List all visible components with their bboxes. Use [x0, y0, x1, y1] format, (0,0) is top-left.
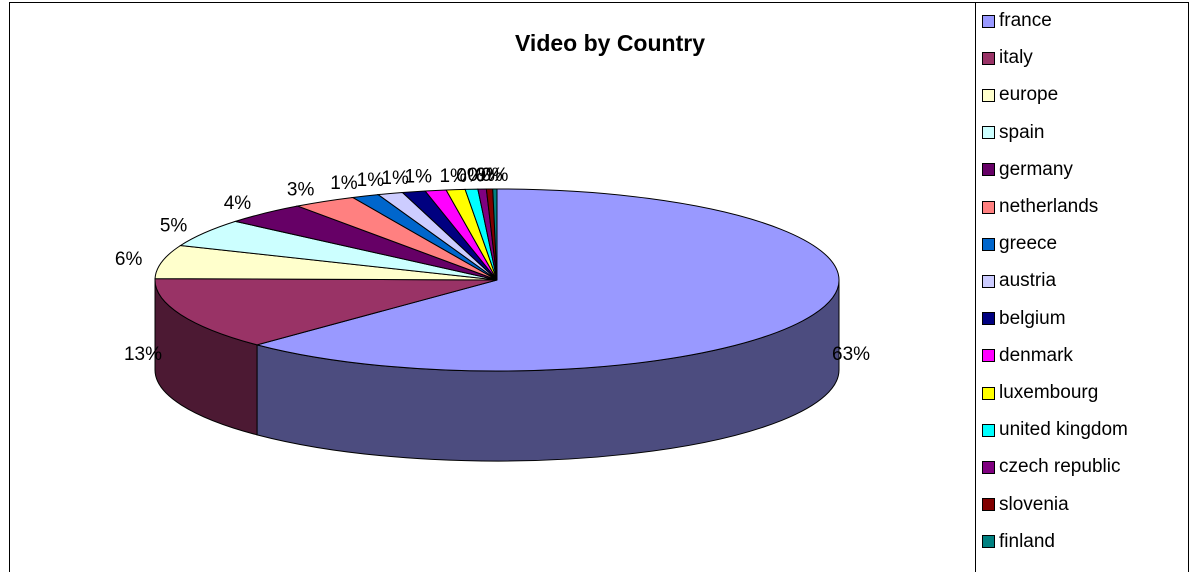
legend-label: germany [999, 158, 1073, 180]
legend-swatch [982, 126, 995, 140]
legend-label: europe [999, 84, 1059, 106]
legend-label: austria [999, 270, 1057, 292]
legend-item-greece: greece [982, 232, 1057, 256]
legend-item-czech-republic: czech republic [982, 455, 1120, 479]
pct-label-belgium: 1% [381, 168, 409, 189]
legend-item-denmark: denmark [982, 344, 1073, 368]
legend-item-spain: spain [982, 121, 1044, 145]
pie-slice-finland [492, 188, 498, 281]
pct-label-czech-republic: 0% [467, 165, 495, 186]
legend-swatch [982, 14, 995, 28]
legend-item-netherlands: netherlands [982, 195, 1098, 219]
legend-label: belgium [999, 307, 1066, 329]
legend-label: greece [999, 233, 1058, 255]
legend-label: slovenia [999, 493, 1069, 515]
legend-swatch [982, 51, 995, 65]
pct-label-germany: 4% [224, 193, 252, 214]
legend-item-slovenia: slovenia [982, 493, 1069, 517]
pct-label-italy: 13% [124, 344, 162, 365]
pct-label-slovenia: 0% [475, 165, 503, 186]
legend-item-europe: europe [982, 83, 1058, 107]
legend-label: france [999, 10, 1052, 31]
legend-label: italy [999, 47, 1033, 69]
legend-label: finland [999, 530, 1055, 552]
pct-label-finland: 0% [481, 165, 509, 186]
legend-swatch [982, 423, 995, 437]
legend-item-france: france [982, 9, 1052, 33]
legend-swatch [982, 274, 995, 288]
pie-chart: 63%13%6%5%4%3% 1%1%1%1% 1%0%0%0%0% [115, 165, 870, 462]
legend-swatch [982, 88, 995, 102]
pie-tops [154, 188, 840, 372]
pct-label-united-kingdom: 0% [456, 165, 484, 186]
legend-item-finland: finland [982, 530, 1055, 554]
legend-swatch [982, 460, 995, 474]
pie-labels: 63%13%6%5%4%3% 1%1%1%1% 1%0%0%0%0% [115, 165, 870, 365]
legend-label: luxembourg [999, 382, 1099, 403]
pct-label-netherlands: 3% [287, 179, 315, 200]
pct-label-france: 63% [832, 344, 870, 365]
legend-swatch [982, 349, 995, 363]
legend-label: denmark [999, 344, 1073, 366]
legend-item-italy: italy [982, 46, 1033, 70]
legend-swatch [982, 312, 995, 326]
pct-label-denmark: 1% [405, 167, 433, 188]
legend-item-belgium: belgium [982, 307, 1066, 331]
legend-label: spain [999, 121, 1045, 143]
legend-swatch [982, 163, 995, 177]
legend-swatch [982, 237, 995, 251]
legend-label: netherlands [999, 196, 1099, 217]
legend-label: united kingdom [999, 419, 1128, 441]
pct-label-luxembourg: 1% [439, 166, 467, 187]
legend-swatch [982, 200, 995, 214]
legend-item-germany: germany [982, 158, 1073, 182]
pie-slice-italy [154, 278, 498, 346]
legend: france italy europe spain germany netherlands… [975, 2, 1189, 572]
pie-slice-europe [154, 244, 498, 281]
legend-item-austria: austria [982, 269, 1056, 293]
pct-label-austria: 1% [357, 170, 385, 191]
pct-label-spain: 5% [160, 216, 188, 237]
pct-label-europe: 6% [115, 249, 143, 270]
legend-label: czech republic [999, 456, 1121, 478]
legend-item-united-kingdom: united kingdom [982, 418, 1128, 442]
chart-title: Video by Country [515, 30, 705, 56]
legend-swatch [982, 386, 995, 400]
legend-swatch [982, 498, 995, 512]
pct-label-greece: 1% [330, 173, 358, 194]
legend-item-luxembourg: luxembourg [982, 381, 1098, 405]
legend-swatch [982, 535, 995, 549]
pie-slice-france [255, 188, 840, 372]
chart-frame [9, 2, 1189, 572]
